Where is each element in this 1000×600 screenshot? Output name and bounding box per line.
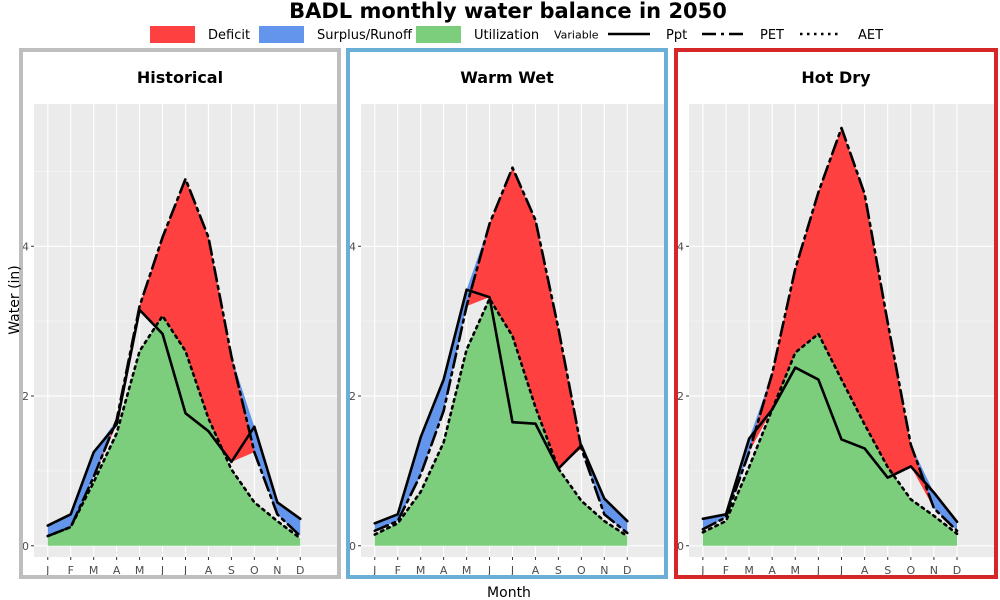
legend-variable-title: Variable xyxy=(554,29,599,42)
panel-title: Warm Wet xyxy=(460,68,554,87)
pet-line xyxy=(46,177,302,538)
x-tick-label: A xyxy=(205,564,213,577)
x-tick-label: O xyxy=(577,564,586,577)
y-tick-label: 2 xyxy=(349,390,356,403)
legend: Deficit Surplus/Runoff Utilization Variable… xyxy=(150,26,883,43)
x-tick-label: M xyxy=(135,564,145,577)
x-tick-label: J xyxy=(510,564,514,577)
x-tick-label: S xyxy=(555,564,562,577)
pet-line xyxy=(701,126,959,533)
x-tick-label: J xyxy=(816,564,820,577)
x-tick-label: M xyxy=(89,564,99,577)
ppt-line xyxy=(46,308,302,527)
x-tick-label: J xyxy=(45,564,49,577)
x-tick-label: A xyxy=(440,564,448,577)
legend-label-utilization: Utilization xyxy=(474,28,539,43)
y-tick-label: 4 xyxy=(349,240,356,253)
x-tick-label: S xyxy=(228,564,235,577)
panel-border xyxy=(346,48,668,579)
x-tick-label: F xyxy=(395,564,401,577)
x-tick-label: J xyxy=(839,564,843,577)
pet-line xyxy=(373,166,629,535)
y-tick-label: 4 xyxy=(22,240,29,253)
x-tick-label: M xyxy=(791,564,801,577)
utilization-area xyxy=(374,298,628,546)
x-tick-label: J xyxy=(160,564,164,577)
ppt-line xyxy=(701,366,959,524)
x-axis-label: Month xyxy=(487,585,531,600)
legend-label-pet: PET xyxy=(760,28,784,43)
y-axis-label: Water (in) xyxy=(7,265,23,335)
y-tick-label: 0 xyxy=(677,540,684,553)
panel-border xyxy=(674,48,998,579)
x-tick-label: A xyxy=(768,564,776,577)
panel-strip xyxy=(677,52,995,100)
x-tick-label: D xyxy=(623,564,631,577)
y-tick-label: 0 xyxy=(22,540,29,553)
x-tick-label: J xyxy=(183,564,187,577)
x-tick-label: M xyxy=(744,564,754,577)
panel-strip xyxy=(349,52,665,100)
legend-swatch-deficit xyxy=(150,26,195,43)
legend-label-deficit: Deficit xyxy=(208,28,250,43)
x-tick-label: D xyxy=(953,564,961,577)
x-tick-label: O xyxy=(250,564,259,577)
x-tick-label: A xyxy=(113,564,121,577)
x-tick-label: M xyxy=(462,564,472,577)
panel-border xyxy=(19,48,341,579)
legend-label-ppt: Ppt xyxy=(666,28,687,43)
ppt-line xyxy=(373,288,629,525)
legend-label-surplus: Surplus/Runoff xyxy=(317,28,413,43)
x-tick-label: M xyxy=(416,564,426,577)
y-tick-label: 0 xyxy=(349,540,356,553)
x-tick-label: J xyxy=(372,564,376,577)
surplus-area xyxy=(47,178,301,537)
chart-title: BADL monthly water balance in 2050 xyxy=(289,0,727,23)
legend-swatch-utilization xyxy=(416,26,461,43)
x-tick-label: S xyxy=(884,564,891,577)
y-tick-label: 4 xyxy=(677,240,684,253)
y-tick-label: 2 xyxy=(22,390,29,403)
panel-strip xyxy=(22,52,338,100)
panel-warm-wet: Warm Wet 0 2 4 J F M A M J J A S O N D xyxy=(346,48,668,579)
deficit-area xyxy=(702,127,958,531)
utilization-area xyxy=(47,315,301,546)
x-tick-label: O xyxy=(906,564,915,577)
x-tick-label: N xyxy=(600,564,608,577)
legend-label-aet: AET xyxy=(858,28,883,43)
legend-swatch-surplus xyxy=(259,26,304,43)
x-tick-label: A xyxy=(532,564,540,577)
x-tick-label: J xyxy=(487,564,491,577)
aet-line xyxy=(373,297,629,538)
x-tick-label: D xyxy=(296,564,304,577)
x-tick-label: F xyxy=(68,564,74,577)
y-tick-label: 2 xyxy=(677,390,684,403)
x-tick-label: N xyxy=(273,564,281,577)
panel-title: Historical xyxy=(137,68,223,87)
utilization-area xyxy=(702,333,958,546)
panel-hot-dry: Hot Dry 0 2 4 J F M A M J J A S O N D xyxy=(674,48,998,579)
aet-line xyxy=(46,314,302,540)
facet-panels: Historical 0 2 4 J F M A M J J A S O N D Warm Wet 0 2 4 J F M A… xyxy=(19,48,998,579)
x-tick-label: F xyxy=(723,564,729,577)
panel-title: Hot Dry xyxy=(801,68,871,87)
x-tick-label: A xyxy=(861,564,869,577)
panel-historical: Historical 0 2 4 J F M A M J J A S O N D xyxy=(19,48,341,579)
x-tick-label: J xyxy=(700,564,704,577)
x-tick-label: N xyxy=(930,564,938,577)
